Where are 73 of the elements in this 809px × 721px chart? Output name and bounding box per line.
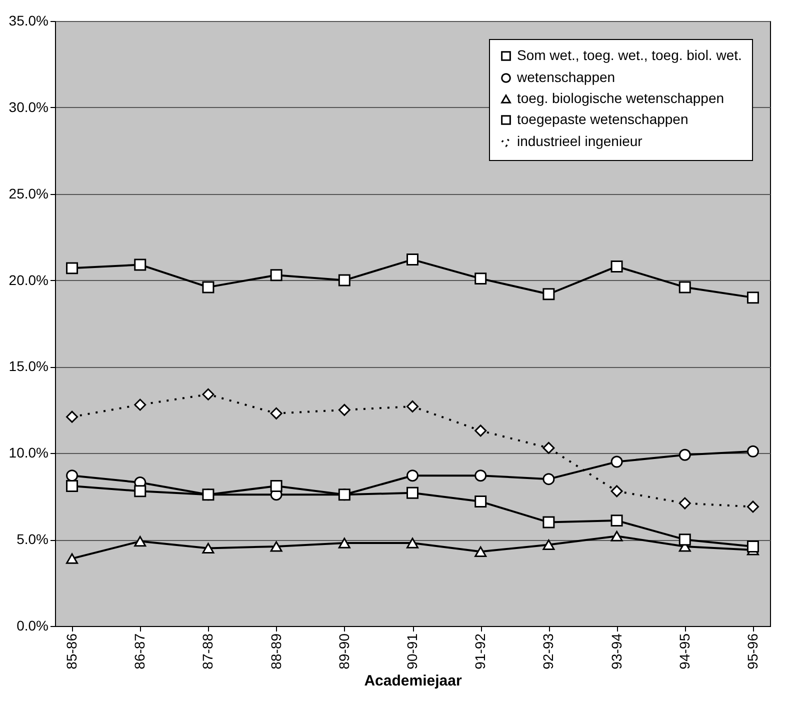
legend-label: industrieel ingenieur: [517, 133, 643, 149]
point: [542, 288, 555, 300]
point: [270, 407, 282, 420]
point: [202, 488, 214, 501]
legend-label: toegepaste wetenschappen: [517, 111, 688, 127]
point: [474, 424, 487, 437]
point: [610, 485, 623, 498]
point: [610, 456, 623, 468]
x-tick-label: 89-90: [336, 633, 352, 670]
y-tick-label: 25.0%: [8, 185, 48, 202]
point: [610, 260, 623, 272]
x-tick-label: 94-95: [676, 633, 692, 670]
point: [542, 473, 555, 486]
point: [542, 442, 555, 454]
legend-label: wetenschappen: [516, 69, 616, 85]
point: [474, 546, 487, 557]
y-tick-label: 15.0%: [8, 358, 48, 374]
x-tick-label: 87-88: [200, 633, 216, 670]
point: [202, 281, 214, 294]
point: [270, 480, 282, 492]
point: [746, 445, 759, 458]
point: [270, 269, 282, 282]
point: [406, 470, 418, 482]
y-tick-label: 20.0%: [8, 272, 48, 288]
point: [134, 485, 146, 498]
point: [66, 410, 78, 423]
y-tick-label: 30.0%: [8, 98, 48, 115]
point: [678, 497, 691, 510]
x-tick-label: 85-86: [64, 633, 80, 670]
legend-label: toeg. biologische wetenschappen: [517, 90, 724, 106]
point: [746, 292, 759, 304]
point: [202, 542, 214, 554]
x-tick-label: 90-91: [404, 633, 420, 670]
point: [202, 388, 214, 400]
x-tick-label: 92-93: [540, 633, 556, 670]
point: [338, 488, 350, 501]
point: [746, 540, 759, 552]
point: [338, 404, 350, 416]
x-tick-label: 93-94: [608, 633, 624, 670]
point: [134, 398, 146, 411]
point: [134, 536, 146, 547]
x-tick-label: 86-87: [132, 633, 148, 670]
y-tick-label: 35.0%: [8, 12, 48, 28]
point: [66, 553, 78, 564]
point: [338, 538, 350, 548]
point: [474, 496, 487, 508]
point: [678, 281, 691, 294]
x-tick-label: 91-92: [472, 633, 488, 670]
point: [610, 514, 623, 527]
point: [610, 530, 623, 542]
x-axis-title: Academiejaar: [364, 672, 462, 690]
point: [678, 534, 691, 546]
x-tick-label: 88-89: [268, 633, 284, 670]
point: [542, 539, 555, 550]
point: [406, 400, 418, 412]
point: [270, 541, 282, 552]
point: [406, 486, 418, 499]
point: [542, 516, 555, 528]
y-tick-label: 10.0%: [8, 444, 48, 461]
point: [338, 274, 350, 286]
point: [66, 480, 78, 492]
point: [406, 538, 418, 548]
point: [474, 272, 487, 285]
y-tick-label: 5.0%: [16, 531, 48, 548]
point: [134, 258, 146, 271]
point: [66, 262, 78, 274]
point: [474, 470, 487, 482]
point: [746, 500, 759, 513]
point: [406, 254, 418, 266]
x-tick-label: 95-96: [744, 633, 760, 670]
legend-label: Som wet., toeg. wet., toeg. biol. wet.: [517, 47, 742, 63]
point: [678, 448, 691, 461]
y-tick-label: 0.0%: [16, 618, 48, 634]
